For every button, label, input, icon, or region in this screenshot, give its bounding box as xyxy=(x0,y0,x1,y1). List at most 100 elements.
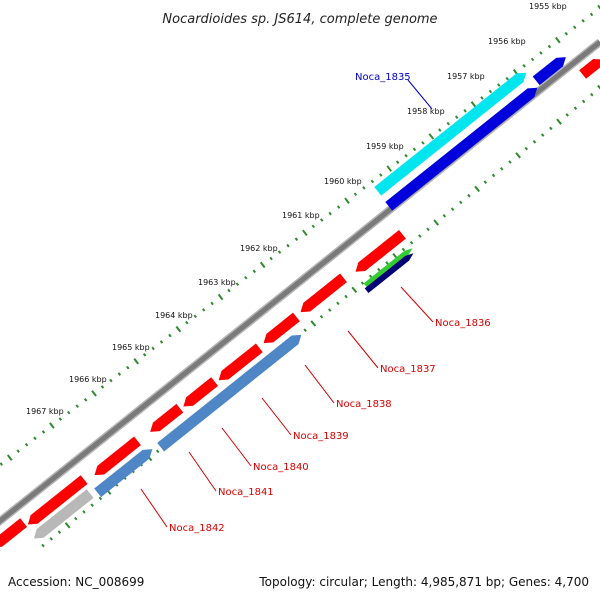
tick-mark xyxy=(412,147,417,152)
gene-red-3[interactable] xyxy=(260,312,300,348)
tick-mark xyxy=(64,522,71,529)
tick-mark xyxy=(227,288,231,293)
scale-label-1963: 1963 kbp xyxy=(198,278,236,287)
tick-mark xyxy=(539,51,543,55)
tick-mark xyxy=(217,293,224,301)
gene-label-noca-1836[interactable]: Noca_1836 xyxy=(435,318,491,329)
gene-red-8-body[interactable] xyxy=(24,475,88,529)
tick-mark xyxy=(328,211,332,216)
tick-mark xyxy=(302,229,308,237)
gene-red-top-edge[interactable] xyxy=(579,55,600,79)
gene-label-noca-1840[interactable]: Noca_1840 xyxy=(253,462,309,473)
tick-mark xyxy=(252,269,256,274)
gene-red-4[interactable] xyxy=(215,343,263,384)
gene-label-noca-1838[interactable]: Noca_1838 xyxy=(336,399,392,410)
tick-mark xyxy=(269,256,273,261)
tick-mark xyxy=(404,153,408,158)
gene-label-noca-1841[interactable]: Noca_1841 xyxy=(218,487,274,498)
gene-navy-body[interactable] xyxy=(364,251,416,294)
tick-mark xyxy=(168,333,172,338)
gene-steel-short[interactable] xyxy=(94,445,156,498)
scale-label-1964: 1964 kbp xyxy=(155,311,193,320)
tick-mark xyxy=(379,173,383,177)
gene-noca-1835-cyan[interactable] xyxy=(374,68,529,196)
tick-mark xyxy=(597,4,600,10)
tick-mark xyxy=(428,133,435,140)
gene-steel-long[interactable] xyxy=(157,331,305,452)
tick-mark xyxy=(201,308,206,312)
gene-red-5[interactable] xyxy=(180,377,219,411)
tick-mark xyxy=(597,84,600,90)
gene-red-2-body[interactable] xyxy=(297,273,347,317)
gene-steel-short-body[interactable] xyxy=(94,445,156,498)
tick-mark xyxy=(488,89,493,94)
tick-mark xyxy=(277,250,282,254)
tick-mark xyxy=(377,267,381,272)
tick-mark xyxy=(133,358,140,365)
tick-mark xyxy=(499,166,504,171)
gene-red-9-body[interactable] xyxy=(0,518,28,552)
gene-label-noca-1842[interactable]: Noca_1842 xyxy=(169,523,225,534)
gene-red-1[interactable] xyxy=(352,229,406,276)
gene-steel-long-body[interactable] xyxy=(157,331,305,452)
tick-mark xyxy=(454,115,459,119)
tick-mark xyxy=(336,301,340,306)
leader-noca-1840 xyxy=(221,427,252,467)
gene-red-5-body[interactable] xyxy=(180,377,219,411)
tick-mark xyxy=(395,160,400,164)
gene-features[interactable] xyxy=(0,53,600,552)
gene-green-body[interactable] xyxy=(363,246,415,289)
gene-labels[interactable]: Noca_1835 Noca_1836 Noca_1837 Noca_1838 … xyxy=(169,72,491,534)
gene-grey-body[interactable] xyxy=(30,489,94,543)
gene-blue-top-body[interactable] xyxy=(532,53,570,86)
gene-navy[interactable] xyxy=(364,251,416,294)
gene-red-7[interactable] xyxy=(91,436,141,480)
tick-mark xyxy=(193,314,197,319)
tick-mark xyxy=(508,160,512,164)
gene-red-1-body[interactable] xyxy=(352,229,406,276)
gene-blue-long[interactable] xyxy=(385,83,540,211)
gene-red-8[interactable] xyxy=(24,475,88,529)
tick-mark xyxy=(442,214,447,218)
gene-label-noca-1835[interactable]: Noca_1835 xyxy=(355,72,411,83)
gene-red-7-body[interactable] xyxy=(91,436,141,480)
gene-label-noca-1839[interactable]: Noca_1839 xyxy=(293,431,349,442)
tick-mark xyxy=(286,243,290,248)
gene-label-noca-1837[interactable]: Noca_1837 xyxy=(380,364,436,375)
tick-mark xyxy=(57,530,62,534)
gene-red-9[interactable] xyxy=(0,518,28,552)
gene-blue-long-body[interactable] xyxy=(385,83,540,211)
tick-mark xyxy=(463,108,467,113)
leader-noca-1841 xyxy=(188,451,217,492)
tick-mark xyxy=(515,152,521,159)
tick-mark xyxy=(564,31,568,36)
gene-blue-top[interactable] xyxy=(532,53,570,86)
tick-mark xyxy=(385,261,389,265)
tick-mark xyxy=(446,121,450,126)
tick-mark xyxy=(82,510,86,514)
gene-red-6[interactable] xyxy=(147,403,184,436)
genome-summary-text: Topology: circular; Length: 4,985,871 bp… xyxy=(258,575,589,589)
gene-red-4-body[interactable] xyxy=(215,343,263,384)
leader-noca-1837 xyxy=(347,330,379,369)
tick-mark xyxy=(6,454,13,461)
tick-mark xyxy=(159,340,164,344)
gene-red-6-body[interactable] xyxy=(147,403,184,436)
tick-mark xyxy=(401,247,406,252)
gene-noca-1835-cyan-body[interactable] xyxy=(374,68,529,196)
tick-mark xyxy=(426,227,430,232)
tick-mark xyxy=(126,365,130,370)
gene-green[interactable] xyxy=(363,246,415,289)
tick-mark xyxy=(438,128,442,132)
tick-mark xyxy=(90,503,94,507)
tick-mark xyxy=(336,205,341,209)
tick-mark xyxy=(33,436,37,441)
gene-red-2[interactable] xyxy=(297,273,347,317)
gene-red-3-body[interactable] xyxy=(260,312,300,348)
leader-noca-1835 xyxy=(407,79,433,110)
gene-grey[interactable] xyxy=(30,489,94,543)
tick-mark xyxy=(589,12,594,17)
tick-mark xyxy=(555,36,561,44)
tick-mark xyxy=(344,197,350,204)
gene-red-top-edge-body[interactable] xyxy=(579,55,600,79)
